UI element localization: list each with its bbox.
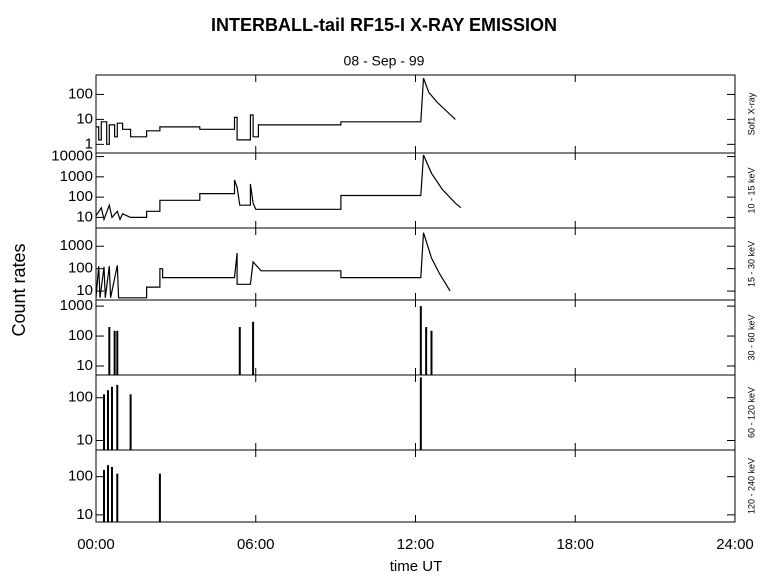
panel-label: 15 - 30 keV (746, 241, 756, 287)
chart-title: INTERBALL-tail RF15-I X-RAY EMISSION (211, 15, 557, 35)
chart-subtitle: 08 - Sep - 99 (344, 53, 425, 69)
series-line (96, 77, 456, 145)
y-tick-label: 100 (68, 327, 93, 344)
panel-frame (95, 74, 736, 154)
series-line (96, 232, 451, 299)
y-tick-label: 10 (76, 282, 93, 299)
series (96, 77, 456, 145)
panel-label: 120 - 240 keV (746, 458, 756, 514)
y-tick-label: 100 (68, 260, 93, 277)
series (108, 306, 433, 375)
y-tick-label: 10 (76, 208, 93, 225)
series (96, 154, 462, 222)
series (102, 465, 161, 522)
y-tick-label: 100 (68, 188, 93, 205)
y-tick-label: 100 (68, 85, 93, 102)
x-axis-label: time UT (390, 558, 443, 575)
y-tick-label: 1000 (60, 168, 93, 185)
x-tick-label: 00:00 (77, 536, 115, 553)
series (96, 232, 451, 299)
y-tick-label: 10 (76, 110, 93, 127)
y-tick-label: 10 (76, 506, 93, 523)
series-line (96, 154, 462, 222)
x-tick-label: 12:00 (397, 536, 435, 553)
panel-frame (95, 227, 736, 301)
y-tick-label: 1 (85, 135, 93, 152)
x-tick-label: 06:00 (237, 536, 275, 553)
y-tick-label: 1000 (60, 297, 93, 314)
panel-frame (95, 374, 736, 451)
panel-label: Sof1 X-ray (746, 92, 756, 135)
panel-label: 10 - 15 keV (746, 167, 756, 213)
panel-label: 60 - 120 keV (746, 387, 756, 438)
panel-frame (95, 152, 736, 229)
panel-label: 30 - 60 keV (746, 314, 756, 360)
y-tick-label: 1000 (60, 237, 93, 254)
x-tick-label: 24:00 (716, 536, 754, 553)
x-tick-label: 18:00 (556, 536, 594, 553)
panel-frame (95, 449, 736, 523)
series (102, 377, 422, 450)
y-axis-label: Count rates (9, 243, 29, 336)
y-tick-label: 100 (68, 468, 93, 485)
y-tick-label: 10 (76, 357, 93, 374)
y-tick-label: 10 (76, 431, 93, 448)
y-tick-label: 100 (68, 389, 93, 406)
panel-frame (95, 299, 736, 376)
y-tick-label: 10000 (51, 148, 93, 165)
